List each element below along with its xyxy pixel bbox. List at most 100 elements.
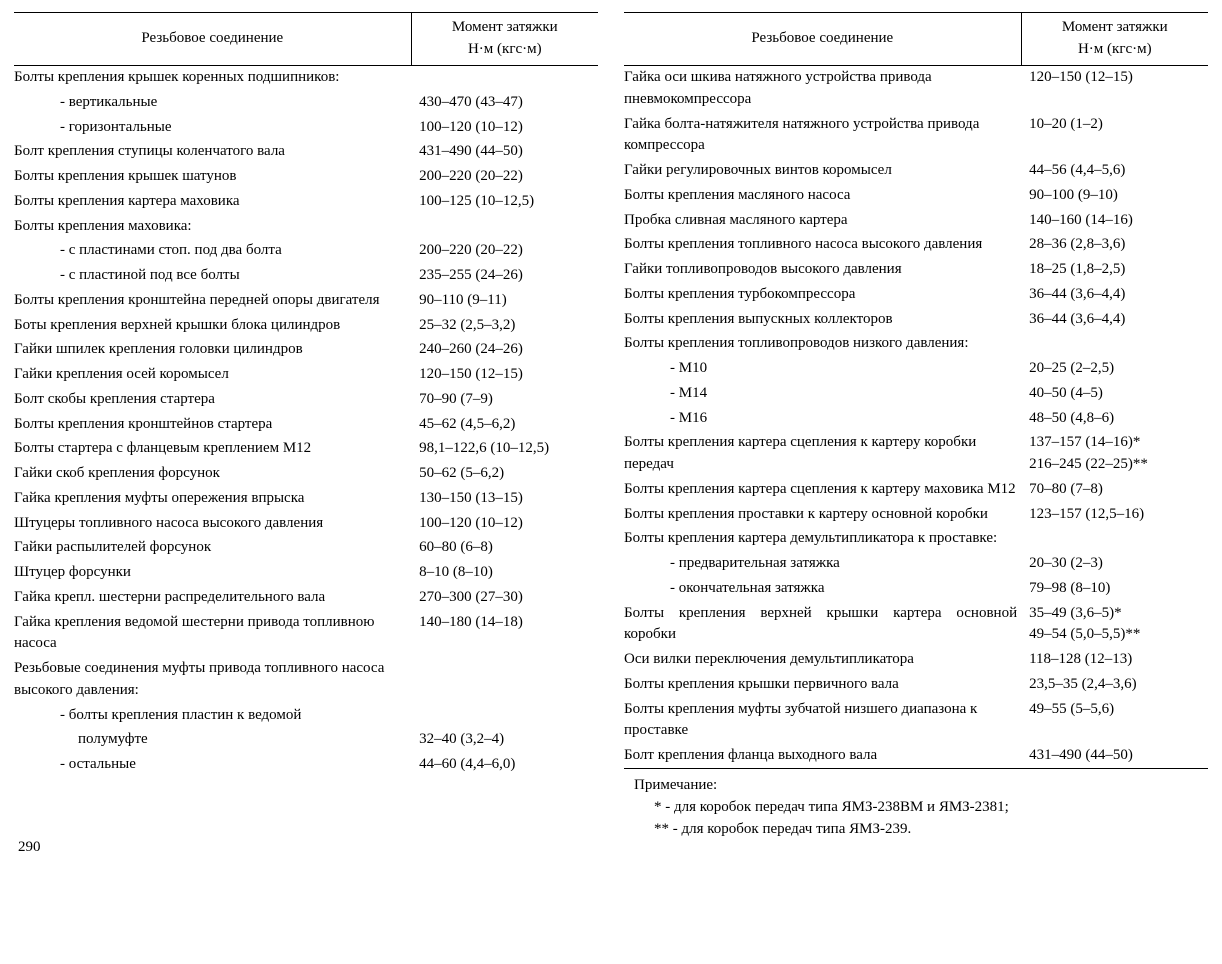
table-row: Гайки регулировочных винтов коромысел44–… xyxy=(624,159,1208,184)
torque-value: 140–160 (14–16) xyxy=(1021,208,1208,233)
torque-value: 40–50 (4–5) xyxy=(1021,381,1208,406)
torque-value: 431–490 (44–50) xyxy=(1021,744,1208,769)
header-torque: Момент затяжки Н·м (кгс·м) xyxy=(1021,13,1208,66)
connection-name: Болты стартера с фланцевым креплением М1… xyxy=(14,437,411,462)
torque-value: 50–62 (5–6,2) xyxy=(411,462,598,487)
connection-name: Болты крепления муфты зубчатой низшего д… xyxy=(624,697,1021,744)
table-row: - болты крепления пластин к ведомой xyxy=(14,703,598,728)
header-torque: Момент затяжки Н·м (кгс·м) xyxy=(411,13,598,66)
connection-name: Гайка крепления ведомой шестерни привода… xyxy=(14,610,411,657)
header-torque-l2: Н·м (кгс·м) xyxy=(1078,41,1152,57)
connection-name: Штуцеры топливного насоса высокого давле… xyxy=(14,511,411,536)
table-row: Гайки крепления осей коромысел120–150 (1… xyxy=(14,363,598,388)
connection-name: Гайка болта-натяжителя натяжного устройс… xyxy=(624,112,1021,159)
table-row: Болты крепления крышек коренных подшипни… xyxy=(14,65,598,90)
connection-name: Болты крепления кронштейнов стартера xyxy=(14,412,411,437)
torque-value: 200–220 (20–22) xyxy=(411,239,598,264)
connection-name: Болт крепления ступицы коленчатого вала xyxy=(14,140,411,165)
torque-value: 44–56 (4,4–5,6) xyxy=(1021,159,1208,184)
table-row: Болт крепления ступицы коленчатого вала4… xyxy=(14,140,598,165)
header-torque-l1: Момент затяжки xyxy=(1062,19,1168,35)
torque-value: 35–49 (3,6–5)*49–54 (5,0–5,5)** xyxy=(1021,601,1208,648)
connection-name: - М14 xyxy=(624,381,1021,406)
connection-name: Болты крепления крышек коренных подшипни… xyxy=(14,65,411,90)
torque-value: 100–120 (10–12) xyxy=(411,115,598,140)
table-row: Оси вилки переключения демультипликатора… xyxy=(624,648,1208,673)
table-row: - с пластинами стоп. под два болта200–22… xyxy=(14,239,598,264)
connection-name: Болт крепления фланца выходного вала xyxy=(624,744,1021,769)
table-row: Гайки скоб крепления форсунок50–62 (5–6,… xyxy=(14,462,598,487)
connection-name: Болты крепления картера сцепления к карт… xyxy=(624,431,1021,478)
table-row: Гайка крепления муфты опережения впрыска… xyxy=(14,486,598,511)
table-row: Болты крепления верхней крышки картера о… xyxy=(624,601,1208,648)
table-row: Гайки распылителей форсунок60–80 (6–8) xyxy=(14,536,598,561)
torque-table-left: Резьбовое соединение Момент затяжки Н·м … xyxy=(14,12,598,777)
table-row: Болт крепления фланца выходного вала431–… xyxy=(624,744,1208,769)
connection-name: Гайка крепл. шестерни распределительного… xyxy=(14,585,411,610)
connection-name: Гайки распылителей форсунок xyxy=(14,536,411,561)
table-row: Гайка болта-натяжителя натяжного устройс… xyxy=(624,112,1208,159)
table-row: Болты крепления картера маховика100–125 … xyxy=(14,189,598,214)
table-row: Болты крепления маховика: xyxy=(14,214,598,239)
torque-value xyxy=(1021,332,1208,357)
torque-value: 36–44 (3,6–4,4) xyxy=(1021,307,1208,332)
connection-name: Пробка сливная масляного картера xyxy=(624,208,1021,233)
connection-name: Боты крепления верхней крышки блока цили… xyxy=(14,313,411,338)
connection-name: Болты крепления проставки к картеру осно… xyxy=(624,502,1021,527)
header-torque-l1: Момент затяжки xyxy=(452,19,558,35)
connection-name: - остальные xyxy=(14,753,411,778)
connection-name: Болты крепления турбокомпрессора xyxy=(624,282,1021,307)
torque-value: 70–80 (7–8) xyxy=(1021,477,1208,502)
table-row: - М1648–50 (4,8–6) xyxy=(624,406,1208,431)
connection-name: Резьбовые соединения муфты привода топли… xyxy=(14,657,411,704)
torque-value: 45–62 (4,5–6,2) xyxy=(411,412,598,437)
connection-name: Болт скобы крепления стартера xyxy=(14,387,411,412)
table-row: Болт скобы крепления стартера70–90 (7–9) xyxy=(14,387,598,412)
connection-name: Болты крепления маховика: xyxy=(14,214,411,239)
connection-name: Гайки скоб крепления форсунок xyxy=(14,462,411,487)
torque-value: 90–100 (9–10) xyxy=(1021,183,1208,208)
table-row: Болты крепления картера сцепления к карт… xyxy=(624,477,1208,502)
torque-value: 23,5–35 (2,4–3,6) xyxy=(1021,672,1208,697)
left-column: Резьбовое соединение Момент затяжки Н·м … xyxy=(14,12,598,841)
table-row: - окончательная затяжка79–98 (8–10) xyxy=(624,576,1208,601)
torque-value: 32–40 (3,2–4) xyxy=(411,728,598,753)
connection-name: Болты крепления крышки первичного вала xyxy=(624,672,1021,697)
right-column: Резьбовое соединение Момент затяжки Н·м … xyxy=(624,12,1208,841)
connection-name: - горизонтальные xyxy=(14,115,411,140)
page-number: 290 xyxy=(18,837,41,859)
connection-name: - с пластинами стоп. под два болта xyxy=(14,239,411,264)
table-row: Гайки топливопроводов высокого давления1… xyxy=(624,258,1208,283)
torque-value xyxy=(411,657,598,704)
table-row: полумуфте32–40 (3,2–4) xyxy=(14,728,598,753)
torque-value: 20–30 (2–3) xyxy=(1021,552,1208,577)
torque-value: 98,1–122,6 (10–12,5) xyxy=(411,437,598,462)
torque-value: 60–80 (6–8) xyxy=(411,536,598,561)
torque-value: 235–255 (24–26) xyxy=(411,264,598,289)
table-row: Гайка крепления ведомой шестерни привода… xyxy=(14,610,598,657)
torque-value: 36–44 (3,6–4,4) xyxy=(1021,282,1208,307)
table-row: Гайки шпилек крепления головки цилиндров… xyxy=(14,338,598,363)
connection-name: Штуцер форсунки xyxy=(14,561,411,586)
table-row: Штуцеры топливного насоса высокого давле… xyxy=(14,511,598,536)
connection-name: - с пластиной под все болты xyxy=(14,264,411,289)
table-row: Боты крепления верхней крышки блока цили… xyxy=(14,313,598,338)
connection-name: Болты крепления кронштейна передней опор… xyxy=(14,288,411,313)
table-row: Болты крепления крышки первичного вала23… xyxy=(624,672,1208,697)
connection-name: Оси вилки переключения демультипликатора xyxy=(624,648,1021,673)
connection-name: Гайки регулировочных винтов коромысел xyxy=(624,159,1021,184)
table-row: Болты крепления масляного насоса90–100 (… xyxy=(624,183,1208,208)
table-row: Болты стартера с фланцевым креплением М1… xyxy=(14,437,598,462)
torque-value: 90–110 (9–11) xyxy=(411,288,598,313)
table-row: Штуцер форсунки8–10 (8–10) xyxy=(14,561,598,586)
connection-name: - болты крепления пластин к ведомой xyxy=(14,703,411,728)
connection-name: Болты крепления крышек шатунов xyxy=(14,165,411,190)
torque-value: 431–490 (44–50) xyxy=(411,140,598,165)
connection-name: - вертикальные xyxy=(14,90,411,115)
table-row: Болты крепления крышек шатунов200–220 (2… xyxy=(14,165,598,190)
connection-name: Болты крепления картера сцепления к карт… xyxy=(624,477,1021,502)
connection-name: - предварительная затяжка xyxy=(624,552,1021,577)
torque-table-right: Резьбовое соединение Момент затяжки Н·м … xyxy=(624,12,1208,769)
table-row: Гайка крепл. шестерни распределительного… xyxy=(14,585,598,610)
torque-value: 123–157 (12,5–16) xyxy=(1021,502,1208,527)
